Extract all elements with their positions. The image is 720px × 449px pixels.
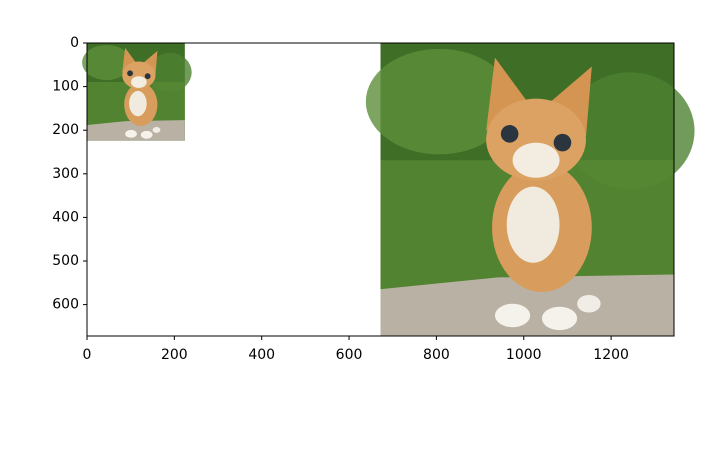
image [82, 43, 192, 141]
y-tick-label: 500 [52, 253, 79, 269]
y-tick-label: 200 [52, 122, 79, 138]
x-tick-label: 600 [336, 347, 363, 363]
x-tick-label: 400 [248, 347, 275, 363]
x-tick-label: 1200 [593, 347, 629, 363]
y-tick-label: 100 [52, 79, 79, 95]
axes-frame [86, 42, 675, 337]
x-tick-label: 0 [83, 347, 92, 363]
image-content [365, 43, 695, 336]
y-tick-label: 600 [52, 297, 79, 313]
y-tick-label: 0 [70, 35, 79, 51]
y-tick-label: 300 [52, 166, 79, 182]
y-tick-label: 400 [52, 209, 79, 225]
x-tick-label: 800 [423, 347, 450, 363]
image-content [82, 43, 192, 141]
image [365, 43, 695, 336]
x-tick-label: 200 [161, 347, 188, 363]
x-tick-label: 1000 [506, 347, 542, 363]
